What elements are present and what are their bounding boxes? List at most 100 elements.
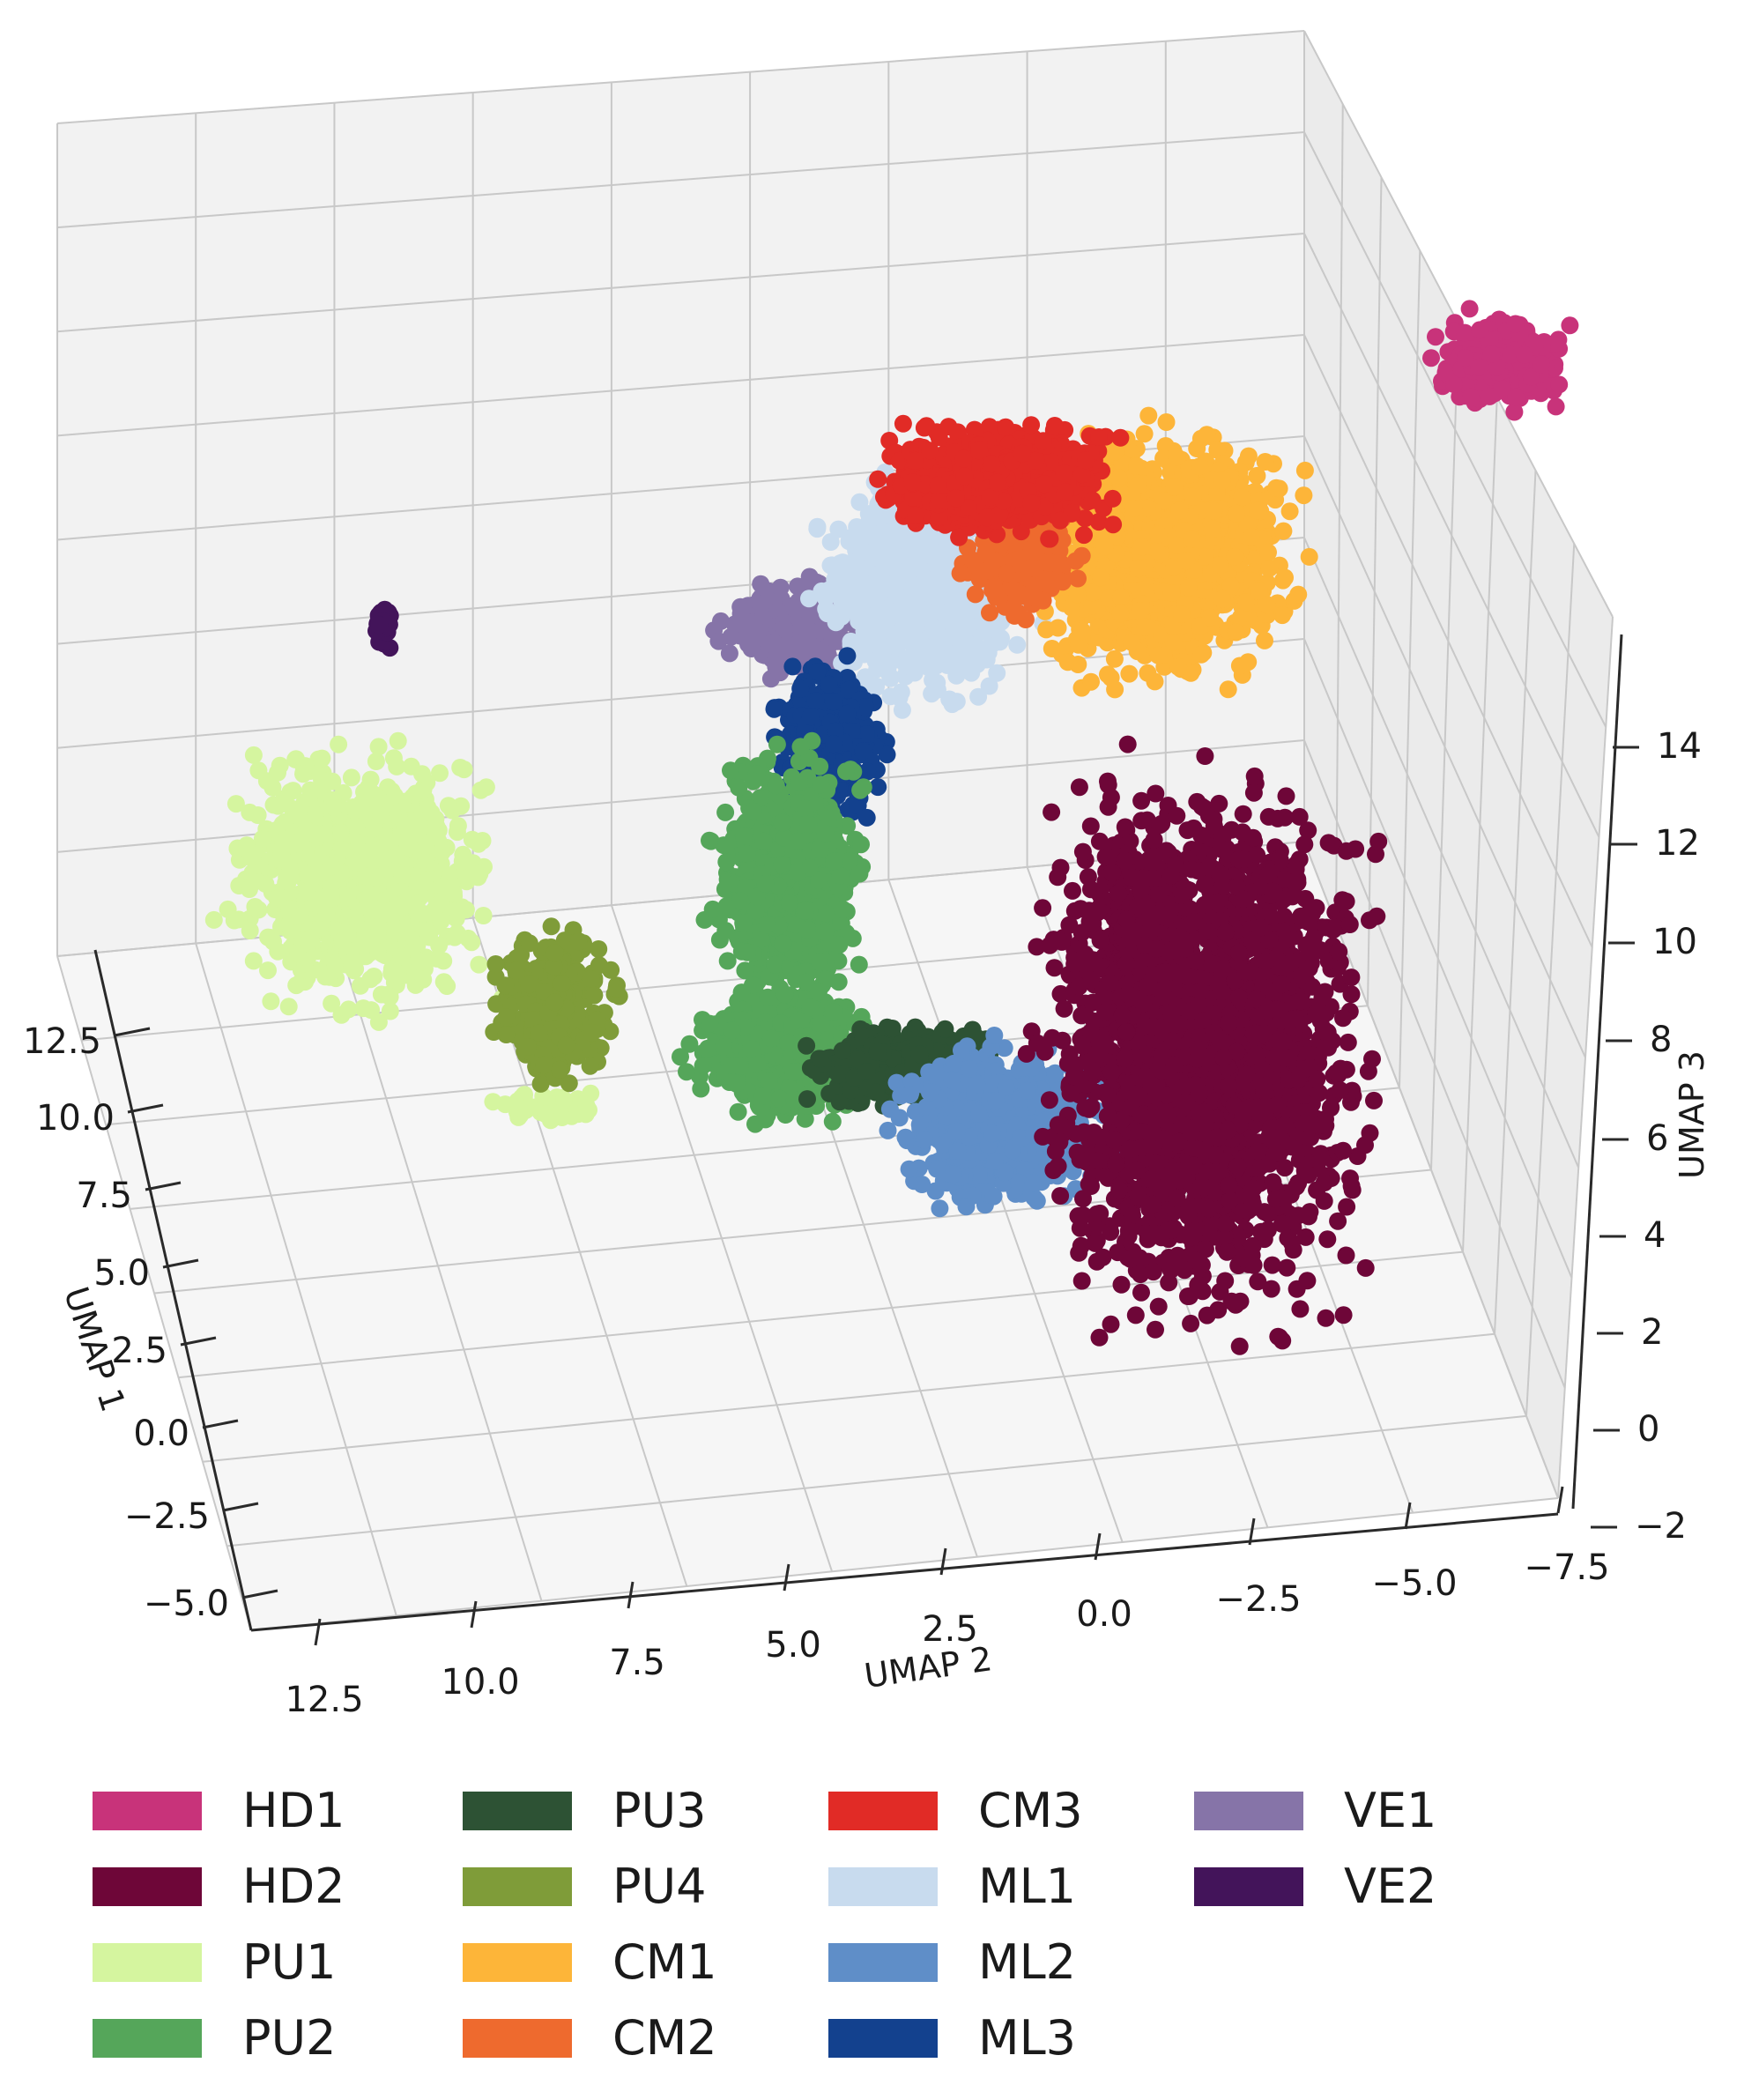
point bbox=[1132, 538, 1151, 556]
point bbox=[981, 488, 999, 507]
point bbox=[402, 757, 420, 775]
point bbox=[1149, 525, 1168, 544]
point bbox=[304, 824, 323, 842]
right-wall-grid-line bbox=[1303, 233, 1600, 838]
point bbox=[439, 797, 457, 815]
point bbox=[602, 961, 620, 979]
point bbox=[262, 992, 280, 1011]
point bbox=[381, 988, 399, 1006]
point bbox=[496, 976, 515, 995]
point bbox=[1082, 672, 1100, 691]
point bbox=[415, 873, 434, 892]
point bbox=[339, 924, 357, 943]
point bbox=[241, 803, 259, 821]
point bbox=[821, 533, 840, 551]
point bbox=[1188, 440, 1206, 457]
point bbox=[332, 840, 351, 858]
point bbox=[1009, 604, 1028, 622]
point bbox=[983, 578, 1002, 596]
point bbox=[583, 1023, 601, 1042]
point bbox=[219, 900, 237, 918]
point bbox=[1109, 469, 1128, 487]
point bbox=[474, 907, 493, 924]
point bbox=[417, 850, 435, 868]
point bbox=[530, 1024, 548, 1042]
point bbox=[907, 506, 925, 524]
point bbox=[557, 1036, 575, 1055]
point bbox=[918, 603, 937, 621]
point bbox=[289, 944, 307, 962]
point bbox=[1165, 478, 1184, 496]
point bbox=[924, 619, 943, 637]
point bbox=[1037, 620, 1056, 639]
point bbox=[256, 875, 275, 893]
point bbox=[531, 1074, 550, 1093]
point bbox=[1191, 457, 1209, 476]
point bbox=[434, 952, 453, 970]
point bbox=[890, 563, 909, 582]
point bbox=[354, 999, 373, 1018]
point bbox=[1239, 447, 1258, 465]
right-wall-grid-line bbox=[1303, 435, 1586, 1058]
point bbox=[510, 1098, 529, 1117]
point bbox=[382, 964, 401, 983]
point bbox=[1095, 538, 1114, 556]
point bbox=[921, 442, 939, 460]
point bbox=[393, 866, 411, 885]
point bbox=[800, 590, 818, 608]
point bbox=[244, 746, 263, 764]
point bbox=[959, 634, 977, 653]
point bbox=[1129, 477, 1147, 495]
point bbox=[1068, 585, 1087, 604]
point bbox=[299, 866, 317, 884]
point bbox=[204, 910, 223, 929]
point bbox=[414, 970, 433, 989]
point bbox=[471, 781, 490, 799]
series-pu1 bbox=[204, 731, 600, 1130]
point bbox=[347, 833, 366, 851]
point bbox=[246, 898, 264, 916]
point bbox=[998, 564, 1016, 583]
point bbox=[294, 765, 312, 783]
point bbox=[370, 616, 389, 634]
point bbox=[761, 634, 779, 653]
point bbox=[1022, 540, 1041, 559]
point bbox=[344, 798, 362, 816]
point bbox=[279, 998, 298, 1016]
point bbox=[856, 591, 874, 610]
point bbox=[955, 657, 974, 675]
point bbox=[951, 564, 969, 583]
point bbox=[291, 803, 309, 821]
point bbox=[323, 994, 341, 1013]
point bbox=[1146, 672, 1164, 691]
point bbox=[950, 591, 968, 610]
back-wall-grid-line bbox=[56, 334, 1305, 437]
point bbox=[1104, 516, 1123, 534]
point bbox=[269, 942, 287, 961]
point bbox=[1103, 489, 1122, 508]
point bbox=[776, 620, 794, 638]
point bbox=[1083, 491, 1102, 509]
point bbox=[412, 953, 430, 971]
umap-3d-scatter-plot: 12.510.07.55.02.50.0−2.5−5.012.5 10.0 7.5 5… bbox=[23, 30, 1711, 1720]
point bbox=[298, 882, 316, 901]
floor-grid-line bbox=[226, 1414, 1527, 1547]
point bbox=[601, 1022, 620, 1041]
point bbox=[1226, 547, 1244, 566]
point bbox=[497, 1026, 516, 1043]
point bbox=[1273, 606, 1292, 625]
point bbox=[453, 852, 471, 871]
point bbox=[889, 603, 908, 621]
point bbox=[577, 1097, 596, 1115]
point bbox=[709, 632, 728, 650]
point bbox=[607, 979, 626, 998]
point bbox=[361, 970, 380, 989]
point bbox=[1259, 543, 1277, 561]
point bbox=[1069, 569, 1087, 588]
point bbox=[1073, 622, 1092, 641]
point bbox=[1075, 526, 1093, 545]
point bbox=[1056, 483, 1074, 501]
point bbox=[1205, 501, 1223, 520]
point bbox=[249, 761, 268, 780]
right-wall-grid-line bbox=[1303, 334, 1593, 948]
